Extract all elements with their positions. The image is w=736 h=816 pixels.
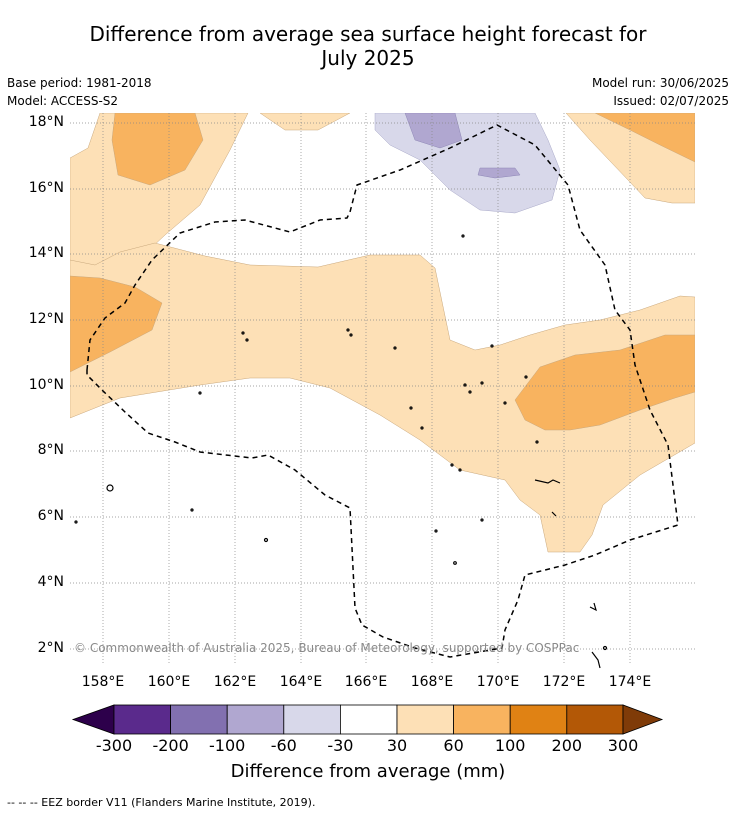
- colorbar-tick: 60: [443, 736, 464, 755]
- contour-neg60-100-a: [404, 113, 463, 149]
- colorbar-tick: -60: [270, 736, 297, 755]
- meta-right: Model run: 30/06/2025 Issued: 02/07/2025: [592, 74, 729, 110]
- lat-label: 16°N: [28, 180, 64, 196]
- lat-label: 4°N: [37, 574, 64, 590]
- colorbar-tick: 30: [386, 736, 408, 755]
- colorbar-p60-100: [453, 704, 511, 735]
- title-line-2: July 2025: [321, 46, 415, 70]
- colorbar-p200-300: [566, 704, 624, 735]
- lat-label: 6°N: [37, 508, 64, 524]
- colorbar-tick: -100: [209, 736, 246, 755]
- base-period: Base period: 1981-2018: [7, 76, 152, 90]
- islands: [74, 234, 608, 669]
- colorbar-tick: -300: [95, 736, 133, 755]
- graticule: [70, 113, 695, 663]
- colorbar-n60-30: [283, 704, 341, 735]
- colorbar: [71, 704, 664, 735]
- contour-30-60-top: [259, 113, 351, 131]
- colorbar-n30-30: [339, 704, 398, 735]
- colorbar-above-max: [622, 704, 664, 735]
- lat-label: 2°N: [37, 640, 64, 656]
- colorbar-below-min: [71, 704, 115, 735]
- colorbar-p30-60: [396, 704, 454, 735]
- contour-60-100-east: [514, 334, 695, 431]
- contour-60-100-west: [70, 275, 163, 373]
- colorbar-tick: -200: [152, 736, 189, 755]
- lon-label: 158°E: [81, 674, 125, 690]
- lon-label: 172°E: [542, 674, 586, 690]
- lat-label: 12°N: [28, 311, 64, 327]
- copyright-notice: © Commonwealth of Australia 2025, Bureau…: [74, 641, 580, 655]
- contour-60-100-ne: [594, 113, 695, 163]
- meta-left: Base period: 1981-2018 Model: ACCESS-S2: [7, 74, 152, 110]
- colorbar-tick: 200: [551, 736, 583, 755]
- model-run: Model run: 30/06/2025: [591, 76, 729, 90]
- lon-label: 170°E: [476, 674, 520, 690]
- colorbar-tick: -30: [327, 736, 354, 755]
- issued-date: Issued: 02/07/2025: [613, 94, 729, 108]
- lon-label: 162°E: [213, 674, 257, 690]
- model-name: Model: ACCESS-S2: [7, 94, 119, 108]
- colorbar-n100-60: [226, 704, 285, 735]
- footnote-eez: -- -- -- EEZ border V11 (Flanders Marine…: [7, 796, 316, 809]
- lon-label: 166°E: [344, 674, 388, 690]
- contour-neg60-100-b: [477, 167, 521, 179]
- colorbar-n300-200: [113, 704, 171, 735]
- lat-label: 10°N: [28, 377, 64, 393]
- contour-neg30-60: [374, 113, 561, 214]
- lon-label: 164°E: [279, 674, 323, 690]
- lon-label: 160°E: [147, 674, 191, 690]
- colorbar-p100-200: [509, 704, 568, 735]
- colorbar-label: Difference from average (mm): [230, 761, 506, 782]
- colorbar-tick: 100: [494, 736, 526, 755]
- contour-fills: [70, 113, 695, 553]
- colorbar-tick: 300: [607, 736, 639, 755]
- title-line-1: Difference from average sea surface heig…: [89, 22, 647, 46]
- lat-label: 18°N: [28, 114, 64, 130]
- lat-label: 8°N: [37, 442, 64, 458]
- eez-border: [86, 124, 679, 658]
- colorbar-n200-100: [170, 704, 228, 735]
- lon-label: 168°E: [410, 674, 454, 690]
- lon-label: 174°E: [608, 674, 652, 690]
- lat-label: 14°N: [28, 245, 64, 261]
- contour-60-100-nw: [111, 113, 204, 186]
